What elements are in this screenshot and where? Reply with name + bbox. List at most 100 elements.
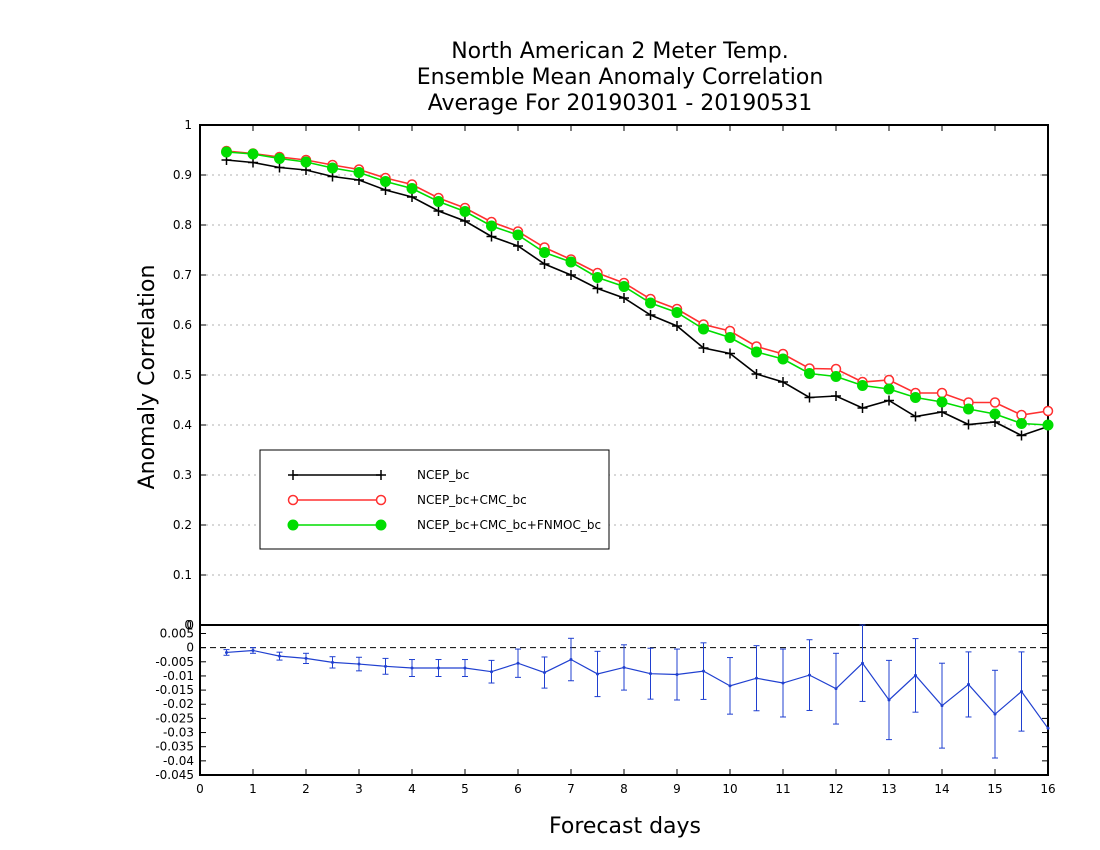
difference-point: [808, 673, 811, 677]
y-tick-label: 0.7: [173, 268, 192, 282]
y-tick-label: 0.6: [173, 318, 192, 332]
x-tick-label: 7: [567, 782, 575, 796]
series-line: [226, 159, 1049, 437]
difference-point: [755, 676, 758, 680]
difference-point: [596, 672, 599, 676]
difference-point: [675, 673, 679, 677]
y-tick-label: 0.2: [173, 518, 192, 532]
data-point: [486, 231, 497, 242]
difference-point: [861, 661, 864, 665]
data-point: [937, 407, 947, 417]
data-point: [989, 397, 1001, 408]
chart-title-line: Average For 20190301 - 20190531: [428, 91, 813, 116]
data-point: [883, 374, 895, 386]
y-tick-label: 0: [184, 618, 192, 632]
legend-marker: [287, 494, 299, 506]
y-tick-label: -0.03: [163, 726, 194, 740]
difference-point: [490, 670, 493, 674]
data-point: [698, 343, 709, 353]
data-point: [539, 247, 550, 258]
legend-label: NCEP_bc: [417, 468, 469, 482]
y-tick-label: 0.9: [173, 168, 192, 182]
difference-point: [225, 650, 228, 654]
y-tick-label: 0.3: [173, 468, 192, 482]
legend-label: NCEP_bc+CMC_bc: [417, 493, 527, 507]
data-point: [936, 396, 948, 408]
data-point: [512, 229, 524, 241]
data-point: [857, 403, 868, 413]
legend-label: NCEP_bc+CMC_bc+FNMOC_bc: [417, 518, 601, 532]
legend-marker: [288, 470, 298, 480]
data-point: [831, 391, 841, 401]
difference-point: [569, 658, 573, 662]
difference-point: [993, 712, 997, 716]
y-tick-label: -0.045: [155, 768, 194, 782]
data-point: [565, 256, 577, 268]
series-line: [226, 150, 1049, 416]
data-point: [513, 241, 523, 251]
difference-point: [543, 671, 546, 675]
data-point: [539, 259, 550, 269]
data-point: [327, 162, 338, 174]
y-tick-label: 0.005: [160, 626, 194, 640]
series-line: [226, 151, 1049, 426]
data-point: [566, 270, 576, 280]
chart-title: North American 2 Meter Temp.Ensemble Mea…: [417, 39, 824, 116]
data-point: [777, 353, 789, 365]
difference-point: [516, 661, 520, 665]
data-point: [380, 176, 391, 187]
difference-point: [331, 660, 334, 664]
data-point: [459, 206, 471, 217]
y-axis-title: Anomaly Correlation: [135, 265, 160, 490]
data-point: [672, 321, 682, 331]
legend-marker: [375, 519, 387, 531]
x-tick-label: 13: [881, 782, 896, 796]
legend: NCEP_bc NCEP_bc+CMC_bc NCEP_bc+CMC_bc+FNMO…: [259, 449, 610, 550]
legend-marker: [287, 519, 299, 531]
difference-point: [1020, 690, 1023, 694]
data-point: [1016, 430, 1027, 441]
anomaly-correlation-panel: 0 0.1 0.2 0.3 0.4 0.5 0.6 0.7 0.8 0.9 1 Anomaly Cor…: [135, 118, 1054, 632]
data-point: [857, 380, 868, 391]
difference-point: [649, 672, 652, 676]
series-ncep-bc: [221, 155, 1053, 441]
x-tick-label: 1: [249, 782, 257, 796]
difference-point: [781, 681, 785, 685]
x-axis-title: Forecast days: [549, 814, 701, 839]
difference-point: [834, 687, 838, 691]
data-point: [433, 196, 444, 207]
difference-point: [278, 654, 281, 658]
data-point: [830, 371, 842, 382]
difference-point: [304, 656, 308, 660]
data-point: [353, 167, 365, 178]
difference-line: [226, 649, 1049, 729]
chart-title-line: North American 2 Meter Temp.: [451, 39, 789, 64]
difference-point: [622, 665, 626, 669]
y-tick-label: 0.8: [173, 218, 192, 232]
x-tick-label: 0: [196, 782, 204, 796]
y-tick-label: -0.015: [155, 683, 194, 697]
data-point: [592, 283, 603, 294]
y-tick-label: 0: [186, 641, 194, 655]
difference-point: [463, 666, 467, 670]
x-tick-label: 10: [722, 782, 737, 796]
legend-marker: [375, 494, 387, 506]
x-tick-label: 8: [620, 782, 628, 796]
data-point: [963, 403, 974, 415]
y-tick-label: -0.025: [155, 711, 194, 725]
data-point: [804, 392, 815, 403]
difference-point: [887, 698, 891, 702]
data-point: [274, 153, 285, 164]
chart-title-line: Ensemble Mean Anomaly Correlation: [417, 65, 824, 90]
difference-point: [940, 704, 944, 708]
data-point: [1016, 418, 1027, 429]
series-ncep-bc-cmc-bc-fnmoc-bc: [221, 146, 1054, 431]
x-tick-label: 5: [461, 782, 469, 796]
difference-point: [384, 664, 387, 668]
x-tick-label: 2: [302, 782, 310, 796]
x-tick-label: 14: [934, 782, 949, 796]
difference-point: [1046, 726, 1050, 730]
y-tick-label: 0.5: [173, 368, 192, 382]
data-point: [221, 146, 232, 158]
x-tick-label: 16: [1040, 782, 1055, 796]
